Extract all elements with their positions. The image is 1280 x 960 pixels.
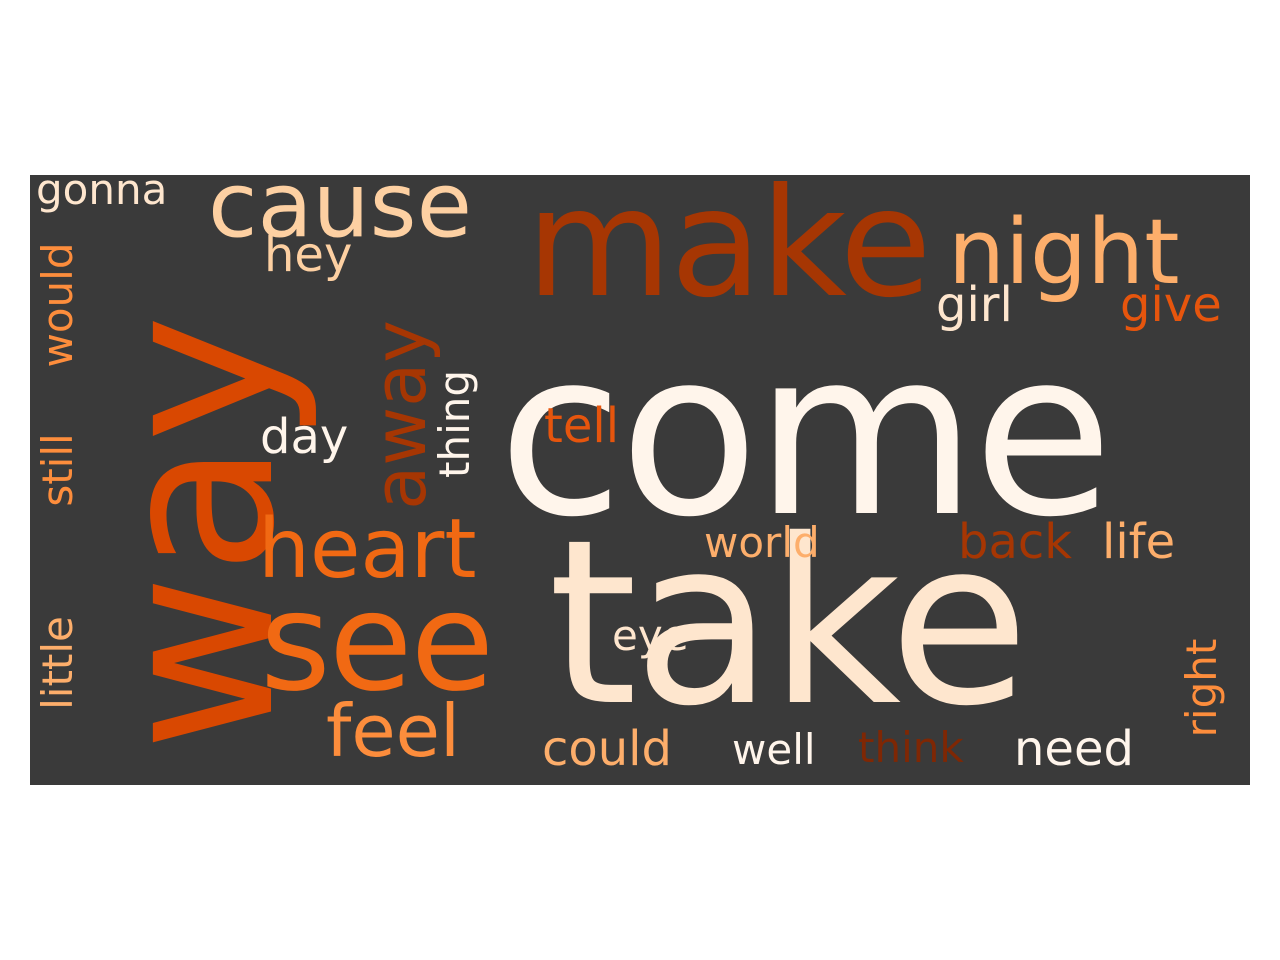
word-make: make: [526, 175, 932, 331]
word-back: back: [958, 514, 1073, 570]
word-well: well: [732, 725, 816, 774]
word-think: think: [858, 723, 964, 772]
word-still: still: [33, 433, 82, 507]
word-come: come: [498, 301, 1113, 567]
word-eye: eye: [612, 611, 689, 660]
word-cause: cause: [208, 175, 472, 258]
word-could: could: [542, 721, 672, 777]
word-hey: hey: [264, 227, 353, 283]
word-girl: girl: [936, 277, 1013, 333]
word-life: life: [1102, 514, 1176, 570]
word-gonna: gonna: [36, 175, 168, 214]
word-take: take: [548, 490, 1029, 756]
word-day: day: [260, 409, 349, 465]
word-night: night: [948, 200, 1180, 305]
word-world: world: [704, 518, 820, 567]
word-need: need: [1014, 721, 1134, 777]
word-see: see: [260, 564, 494, 722]
word-away: away: [358, 320, 442, 510]
word-feel: feel: [326, 689, 460, 773]
word-heart: heart: [258, 502, 477, 597]
word-right: right: [1177, 638, 1226, 738]
word-thing: thing: [430, 369, 479, 479]
word-little: little: [33, 616, 82, 710]
word-would: would: [33, 242, 82, 368]
word-cloud: come take way make see cause night heart…: [30, 175, 1250, 785]
word-tell: tell: [544, 398, 620, 454]
word-give: give: [1120, 277, 1222, 333]
